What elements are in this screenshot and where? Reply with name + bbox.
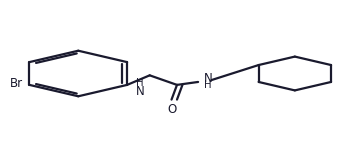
Text: N: N bbox=[204, 72, 213, 85]
Text: Br: Br bbox=[10, 77, 23, 90]
Text: N: N bbox=[136, 85, 145, 97]
Text: O: O bbox=[167, 103, 176, 116]
Text: H: H bbox=[204, 80, 212, 90]
Text: H: H bbox=[136, 78, 144, 88]
